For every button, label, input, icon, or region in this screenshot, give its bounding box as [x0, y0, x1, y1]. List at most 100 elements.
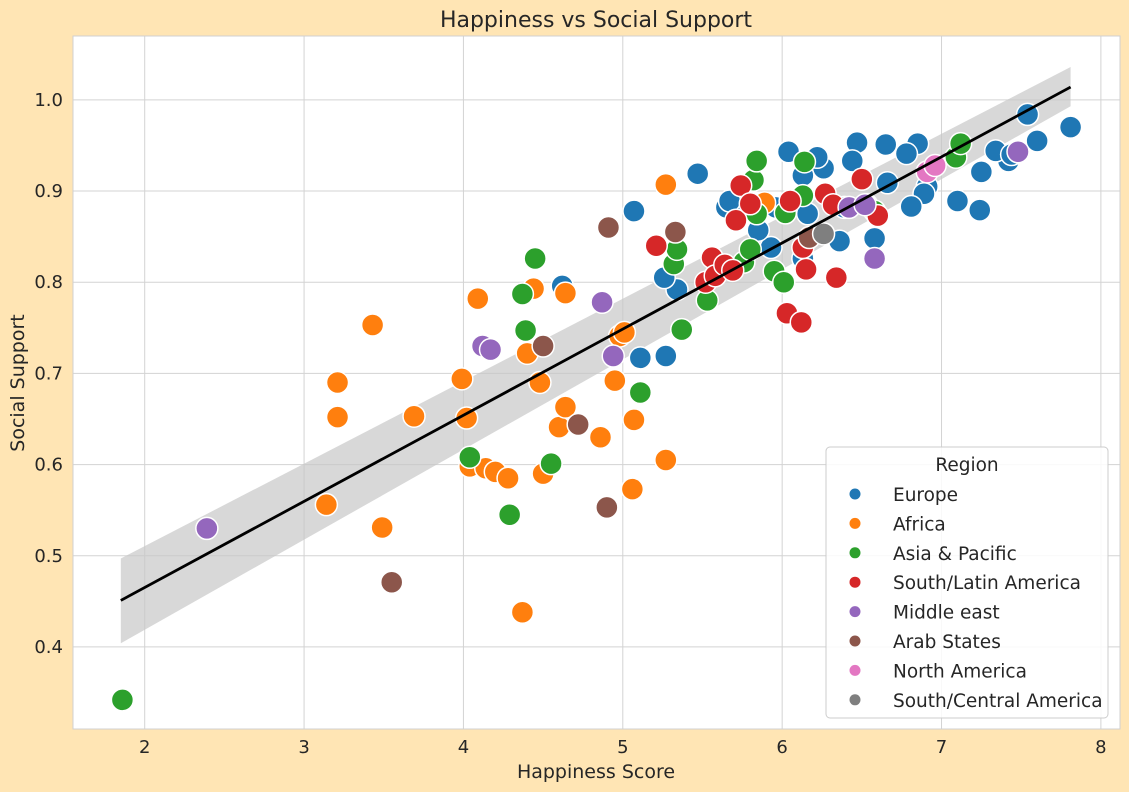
y-tick-label: 0.9: [34, 181, 63, 202]
x-tick-label: 5: [617, 737, 628, 758]
data-point: [862, 226, 887, 251]
tick-labels: 2 3 4 5 6 7 8 0.4 0.5 0.6 0.7 0.8 0.9 1.0: [34, 90, 1106, 758]
data-point: [628, 346, 653, 370]
data-point: [539, 451, 563, 476]
data-point: [450, 367, 474, 391]
x-tick-label: 6: [776, 737, 787, 758]
y-tick-label: 0.4: [34, 637, 63, 658]
y-axis-label: Social Support: [7, 314, 29, 451]
legend-entry: Europe: [893, 485, 958, 506]
data-point: [899, 194, 923, 219]
data-point: [771, 270, 796, 294]
data-point: [601, 344, 625, 368]
data-point: [685, 161, 710, 186]
data-point: [811, 222, 836, 246]
legend-marker: [849, 517, 861, 529]
data-point: [596, 215, 621, 240]
legend-marker: [849, 664, 861, 676]
data-point: [1006, 140, 1030, 164]
plot-border: [72, 35, 1121, 730]
chart-title: Happiness vs Social Support: [440, 8, 752, 33]
legend-marker: [849, 694, 861, 706]
legend-title: Region: [935, 455, 998, 476]
data-point: [478, 337, 503, 362]
data-point: [588, 425, 613, 449]
data-point: [314, 492, 339, 517]
x-tick-label: 8: [1095, 737, 1106, 758]
y-tick-label: 0.8: [34, 272, 63, 293]
data-point: [945, 189, 970, 213]
regression-line-group: [120, 85, 1072, 602]
data-point: [894, 141, 919, 166]
y-tick-label: 0.5: [34, 546, 63, 567]
data-point: [620, 477, 645, 501]
data-point: [195, 516, 219, 541]
data-point: [728, 173, 753, 198]
data-point: [370, 515, 394, 540]
legend-entry: Asia & Pacific: [893, 544, 1017, 565]
legend-box: [825, 446, 1109, 719]
data-point: [603, 368, 627, 393]
data-point: [1025, 129, 1049, 153]
x-tick-label: 7: [936, 737, 947, 758]
data-point: [110, 688, 135, 712]
data-point: [510, 600, 535, 625]
data-point: [969, 160, 994, 184]
x-tick-label: 3: [298, 737, 309, 758]
data-point: [873, 132, 898, 157]
legend-entry: Arab States: [893, 632, 1001, 653]
data-point: [595, 495, 619, 520]
data-point: [968, 198, 992, 222]
data-point: [466, 286, 490, 311]
y-tick-label: 0.7: [34, 363, 63, 384]
data-point: [402, 404, 426, 428]
data-points: [110, 102, 1083, 712]
data-point: [789, 310, 814, 335]
data-point: [1058, 115, 1083, 139]
data-point: [654, 172, 678, 197]
legend-marker: [849, 606, 861, 618]
legend-marker: [849, 488, 861, 500]
data-point: [654, 344, 678, 368]
data-point: [738, 192, 763, 216]
legend-entry: South/Latin America: [893, 573, 1081, 594]
data-point: [663, 220, 688, 244]
data-point: [644, 233, 669, 258]
y-tick-label: 0.6: [34, 455, 63, 476]
data-point: [654, 448, 678, 472]
data-point: [510, 282, 535, 306]
data-point: [513, 318, 538, 343]
data-point: [458, 445, 482, 470]
data-point: [531, 334, 555, 358]
legend: Region Europe Africa Asia & Pacific South/L…: [825, 446, 1109, 719]
data-point: [523, 246, 547, 271]
legend-entry: North America: [893, 661, 1027, 682]
data-point: [590, 290, 614, 315]
data-point: [862, 246, 887, 271]
legend-marker: [849, 635, 861, 647]
data-point: [744, 149, 769, 173]
legend-entry: South/Central America: [893, 691, 1103, 712]
data-point: [622, 199, 646, 223]
data-point: [840, 149, 865, 173]
data-point: [497, 502, 522, 527]
x-tick-label: 2: [139, 737, 150, 758]
data-point: [553, 395, 578, 419]
data-point: [670, 317, 694, 342]
data-point: [794, 257, 818, 282]
legend-entry: Middle east: [893, 603, 1000, 624]
data-point: [724, 208, 748, 232]
data-point: [496, 466, 520, 490]
data-point: [628, 380, 653, 405]
regression-line: [120, 85, 1072, 602]
data-point: [566, 412, 590, 437]
data-point: [824, 265, 849, 290]
legend-entry: Africa: [893, 514, 946, 535]
x-axis-label: Happiness Score: [517, 761, 675, 783]
data-point: [379, 570, 404, 594]
data-point: [778, 189, 802, 213]
data-point: [325, 370, 350, 395]
legend-marker: [849, 576, 861, 588]
data-point: [360, 313, 385, 337]
